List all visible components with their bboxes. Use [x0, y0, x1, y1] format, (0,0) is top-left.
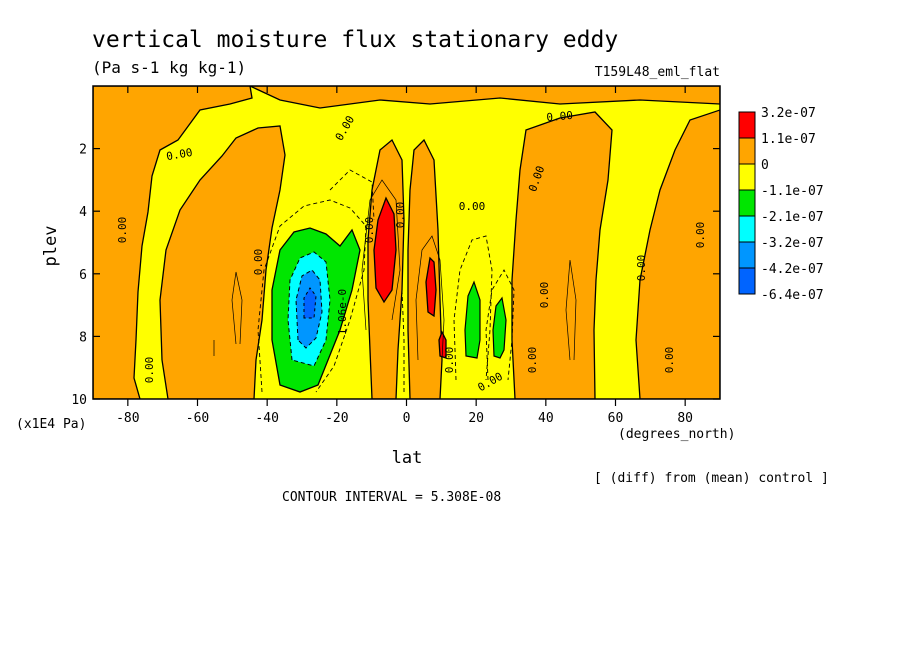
legend-label-6: -4.2e-07: [761, 262, 824, 277]
positive-contours: [213, 179, 577, 361]
contour-label-0: 0.00: [165, 146, 193, 163]
field-region-sh-mid: [159, 125, 286, 399]
contour-label-15: 0.00: [443, 347, 456, 374]
y-tick-label-3: 8: [79, 330, 87, 345]
legend-swatch-3: [738, 189, 756, 217]
contour-label-16: 1.06e-0: [336, 289, 349, 335]
y-tick-label-2: 6: [79, 268, 87, 283]
pos-contour-3: [415, 235, 445, 361]
contour-interval: CONTOUR INTERVAL = 5.308E-08: [282, 490, 501, 505]
contour-label-7: 0.00: [394, 202, 407, 229]
legend-swatch-6: [738, 267, 756, 295]
pos-contour-1: [231, 271, 243, 345]
contour-plot-area: [93, 86, 720, 399]
neg-contour-4: [485, 269, 515, 381]
diff-note: [ (diff) from (mean) control ]: [594, 471, 829, 486]
x-axis: -80 -60 -40 -20 0 20 40 60 80: [116, 86, 693, 426]
field-region-nh-mid: [511, 111, 613, 399]
field-region-nh-polar: [635, 109, 720, 399]
contour-label-3: 0.00: [116, 217, 129, 244]
x-tick-label-0: -80: [116, 411, 139, 426]
legend-swatch-4: [738, 215, 756, 243]
y-axis: 2 4 6 8 10: [71, 143, 720, 408]
contour-label-4: 0.00: [252, 249, 265, 276]
contour-label-12: 0.00: [538, 282, 551, 309]
legend-label-4: -2.1e-07: [761, 210, 824, 225]
legend-label-1: 1.1e-07: [761, 132, 816, 147]
legend-label-7: -6.4e-07: [761, 288, 824, 303]
experiment-label: T159L48_eml_flat: [595, 65, 720, 80]
field-region-negative-min: [303, 287, 317, 319]
chart-subtitle: (Pa s-1 kg kg-1): [92, 58, 246, 77]
y-tick-label-0: 2: [79, 143, 87, 158]
neg-contour-2: [329, 169, 375, 221]
contour-label-5: 0.00: [143, 357, 156, 384]
neg-contour-5: [401, 289, 405, 392]
legend-label-0: 3.2e-07: [761, 106, 816, 121]
contour-label-6: 0.00: [363, 217, 376, 244]
x-tick-label-1: -60: [186, 411, 209, 426]
field-region-max-1: [373, 196, 397, 304]
x-axis-title: lat: [392, 448, 423, 468]
field-region-max-2: [425, 256, 437, 318]
x-tick-label-7: 60: [608, 411, 624, 426]
pos-contour-4: [565, 259, 577, 361]
field-region-green-strip-2: [492, 296, 507, 359]
contour-label-9: 0.00: [635, 255, 648, 282]
x-tick-label-5: 20: [468, 411, 484, 426]
legend-label-3: -1.1e-07: [761, 184, 824, 199]
legend-swatch-2: [738, 163, 756, 191]
legend-swatch-0: [738, 111, 756, 139]
neg-contour-1: [257, 199, 367, 393]
y-axis-units: (x1E4 Pa): [16, 417, 86, 432]
x-axis-units: (degrees_north): [618, 427, 735, 442]
legend-swatch-5: [738, 241, 756, 269]
negative-contours: [257, 169, 515, 393]
pos-contour-2: [361, 179, 401, 331]
field-region-tropics-2: [407, 138, 443, 399]
x-tick-label-4: 0: [403, 411, 411, 426]
x-tick-label-3: -20: [325, 411, 348, 426]
neg-contour-3: [453, 235, 493, 381]
legend-swatch-1: [738, 137, 756, 165]
contour-label-17: 0.00: [459, 200, 486, 213]
field-region-green-strip-1: [464, 280, 481, 359]
x-tick-label-8: 80: [677, 411, 693, 426]
y-tick-label-4: 10: [71, 393, 87, 408]
x-tick-label-6: 40: [538, 411, 554, 426]
color-legend: 3.2e-07 1.1e-07 0 -1.1e-07 -2.1e-07 -3.2e-07 -…: [738, 106, 824, 303]
field-region-sh-polar: [93, 86, 253, 399]
y-tick-label-1: 4: [79, 205, 87, 220]
chart-title: vertical moisture flux stationary eddy: [92, 27, 618, 53]
x-tick-label-2: -40: [255, 411, 278, 426]
legend-label-5: -3.2e-07: [761, 236, 824, 251]
legend-label-2: 0: [761, 158, 769, 173]
contour-label-1: 0.00: [546, 109, 574, 124]
field-region-top-band: [249, 86, 720, 109]
contour-label-11: 0.00: [663, 347, 676, 374]
y-axis-title: plev: [41, 226, 61, 267]
contour-label-10: 0.00: [694, 222, 707, 249]
contour-label-13: 0.00: [526, 347, 539, 374]
